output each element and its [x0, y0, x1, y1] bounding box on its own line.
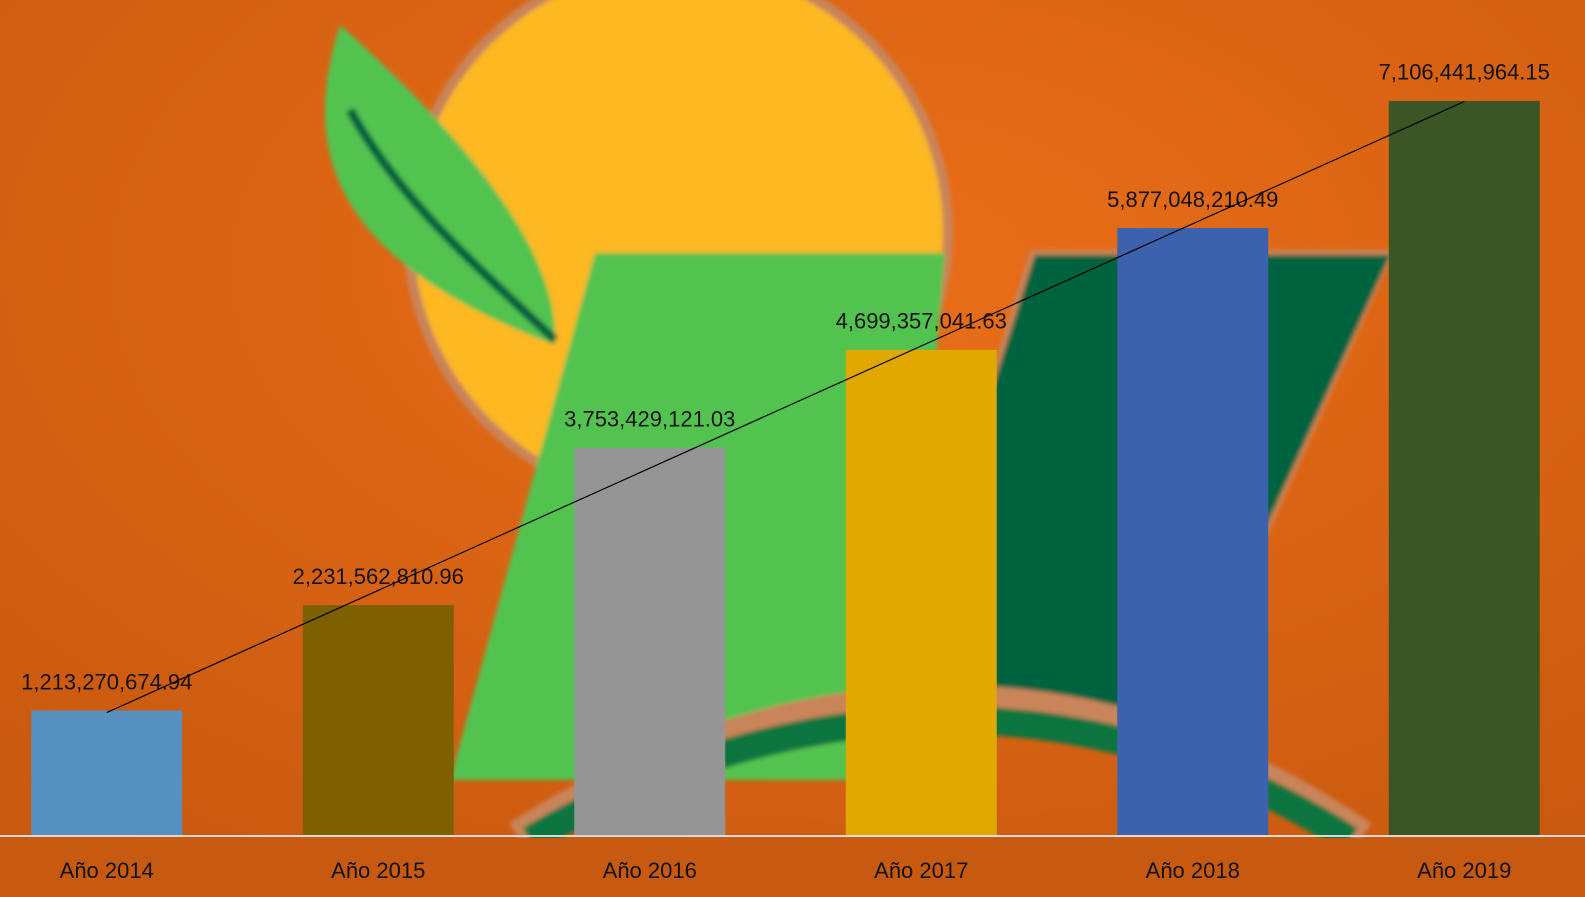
bar: [1389, 101, 1540, 836]
x-tick-label: Año 2016: [603, 858, 697, 883]
chart: 1,213,270,674.94 Año 2014 2,231,562,810.96…: [0, 0, 1585, 897]
x-tick-label: Año 2015: [331, 858, 425, 883]
value-label: 3,753,429,121.03: [564, 407, 735, 432]
bar: [1117, 228, 1268, 836]
value-label: 1,213,270,674.94: [21, 669, 192, 694]
value-label: 7,106,441,964.15: [1379, 60, 1550, 85]
x-tick-label: Año 2017: [874, 858, 968, 883]
bar: [31, 711, 182, 836]
value-label: 5,877,048,210.49: [1107, 187, 1278, 212]
x-tick-label: Año 2019: [1417, 858, 1511, 883]
bar: [303, 605, 454, 836]
page: 1,213,270,674.94 Año 2014 2,231,562,810.96…: [0, 0, 1585, 897]
value-label: 2,231,562,810.96: [293, 564, 464, 589]
value-label: 4,699,357,041.63: [836, 309, 1007, 334]
x-tick-label: Año 2014: [60, 858, 154, 883]
axis-band: [0, 838, 1585, 897]
bar: [574, 448, 725, 836]
x-tick-label: Año 2018: [1146, 858, 1240, 883]
bar: [846, 350, 997, 836]
